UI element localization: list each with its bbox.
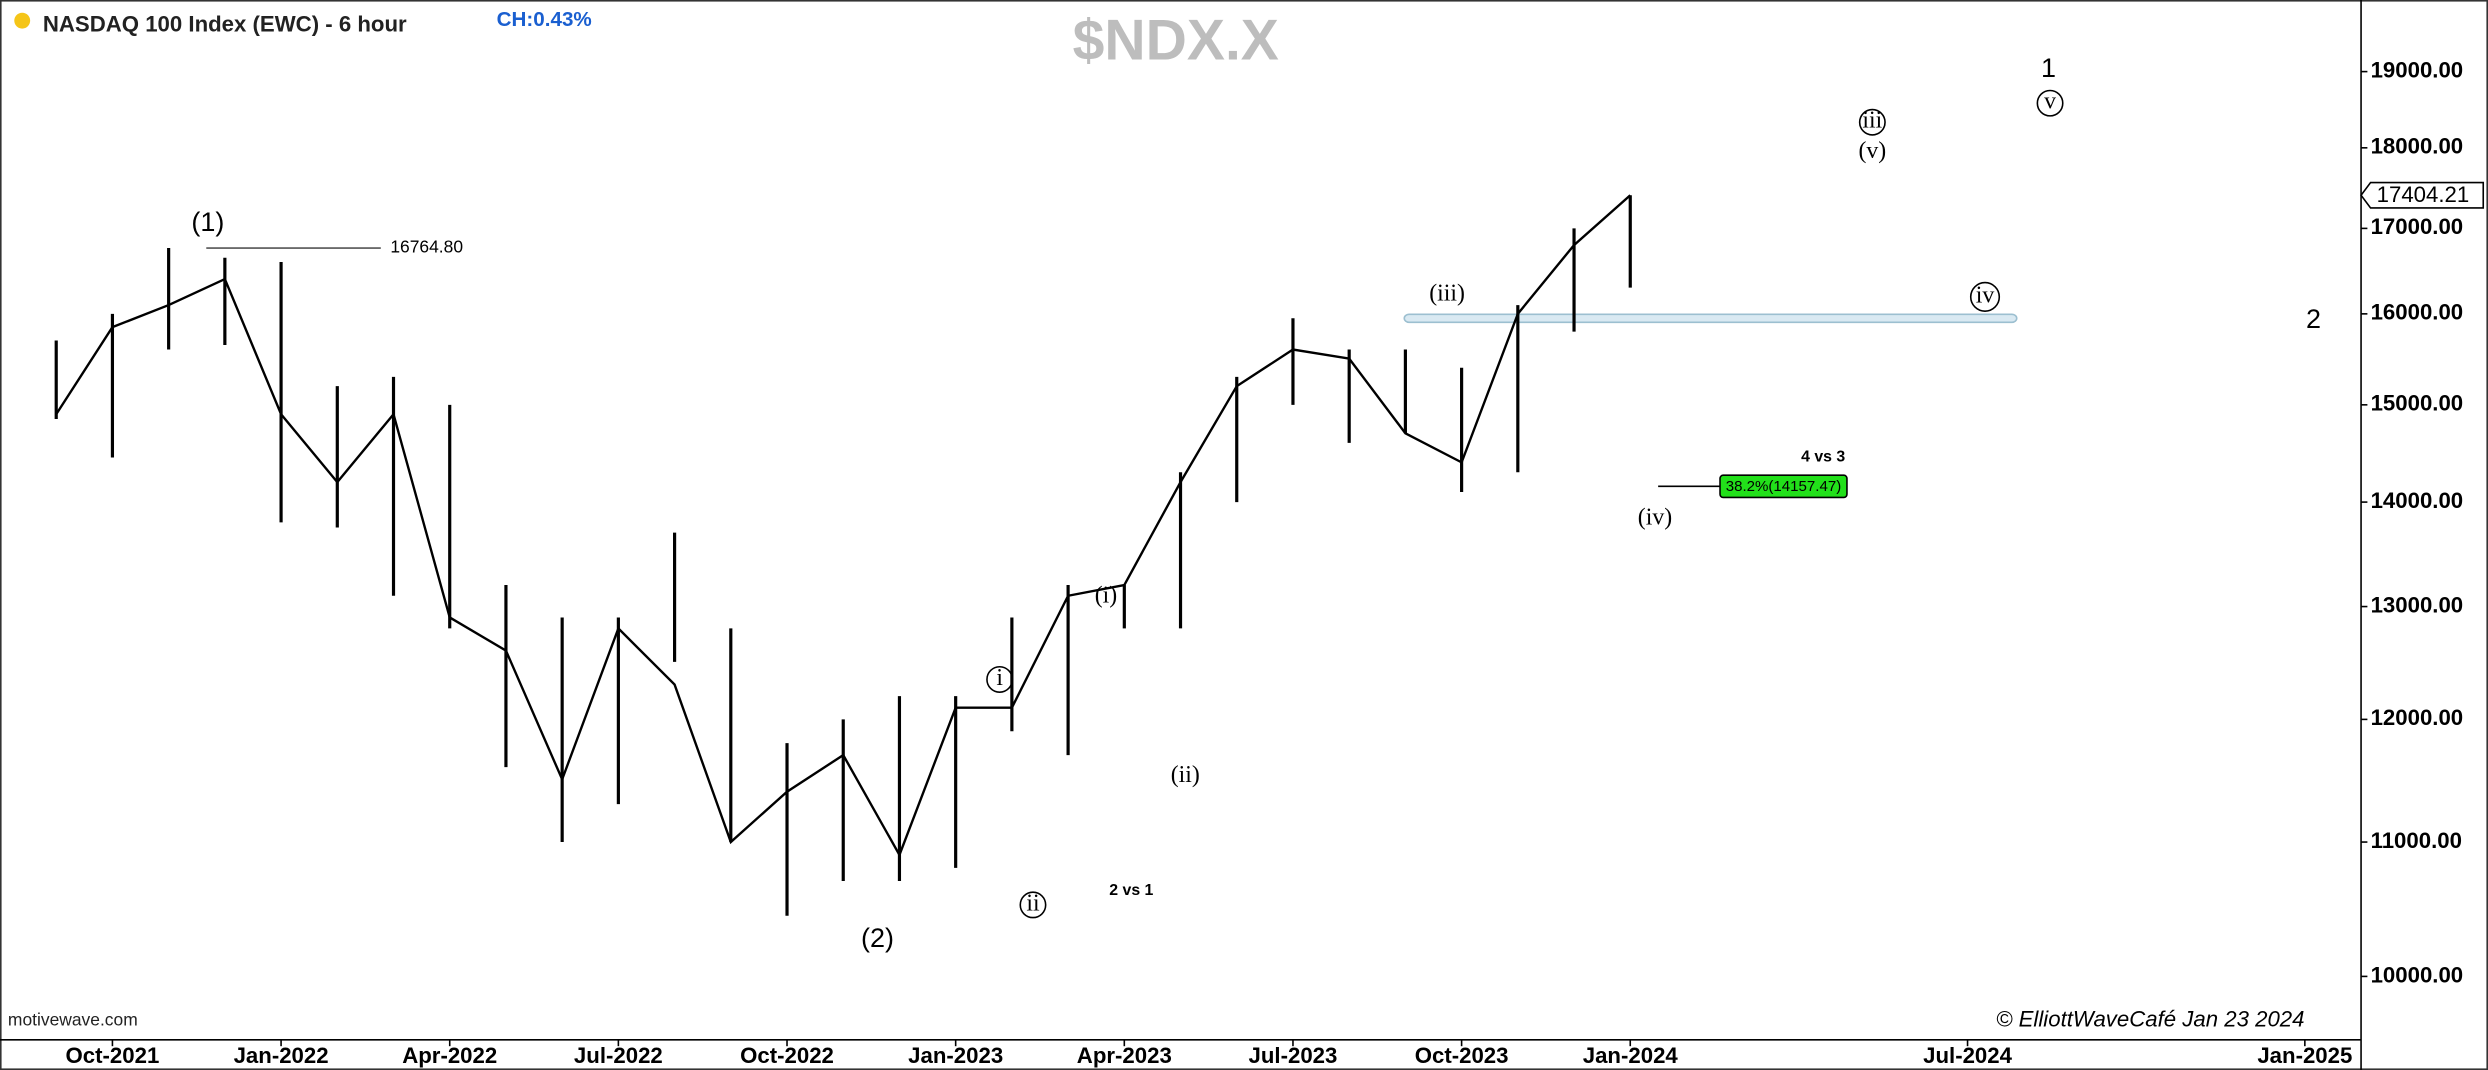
x-tick-label: Oct-2022 [740,1043,834,1068]
y-tick-label: 10000.00 [2371,962,2464,987]
y-tick-label: 16000.00 [2371,300,2464,325]
change: CH:0.43% [497,8,592,31]
x-tick-label: Jul-2024 [1923,1043,2012,1068]
status-dot [14,12,31,29]
wave-label: (ii) [1171,762,1200,788]
wave-label: (2) [861,923,894,953]
fib-label: 38.2%(14157.47) [1726,478,1842,495]
wave-circle [1858,108,1886,136]
high-marker-label: 16764.80 [390,237,463,257]
x-tick-label: Jul-2023 [1249,1043,1338,1068]
x-tick-label: Jan-2024 [1583,1043,1679,1068]
x-tick-label: Jul-2022 [574,1043,663,1068]
x-tick-label: Apr-2023 [1077,1043,1172,1068]
resistance-band [1403,313,2018,324]
wave-label: ii [1026,890,1040,916]
x-tick-label: Jan-2025 [2257,1043,2352,1068]
wave-label: (iii) [1429,281,1465,307]
wave-circle [1969,281,2001,312]
wave-label: (iv) [1638,505,1672,531]
x-tick-label: Jan-2022 [234,1043,329,1068]
fib-box [1719,474,1848,499]
x-tick-label: Oct-2023 [1415,1043,1509,1068]
chart-title: NASDAQ 100 Index (EWC) - 6 hour [43,11,407,36]
symbol: $NDX.X [1073,9,1279,73]
wave-label: v [2044,89,2056,115]
wave-label: i [996,665,1003,691]
y-tick-label: 19000.00 [2371,57,2464,82]
y-tick-label: 18000.00 [2371,134,2464,159]
x-tick-label: Apr-2022 [402,1043,497,1068]
copyright: © ElliottWaveCafé Jan 23 2024 [1996,1007,2304,1032]
wave-circle [2036,89,2064,117]
wave-circle [1019,891,1047,919]
price-tag-label: 17404.21 [2377,182,2470,207]
x-tick-label: Oct-2021 [66,1043,160,1068]
wave-label: iii [1862,108,1882,134]
wave-label: (v) [1858,138,1886,164]
price-bars [54,194,1632,916]
note: 2 vs 1 [1109,882,1153,899]
source: motivewave.com [8,1009,138,1029]
y-tick-label: 13000.00 [2371,592,2464,617]
wave-label: 1 [2041,53,2056,83]
y-tick-label: 12000.00 [2371,705,2464,730]
note: 4 vs 3 [1801,448,1845,465]
y-tick-label: 14000.00 [2371,488,2464,513]
close-line [55,194,1632,858]
wave-label: 2 [2306,304,2321,334]
x-tick-label: Jan-2023 [908,1043,1003,1068]
wave-label: iv [1976,282,1995,308]
price-tag [2360,181,2485,209]
y-tick-label: 15000.00 [2371,391,2464,416]
y-tick-label: 17000.00 [2371,214,2464,239]
y-tick-label: 11000.00 [2371,828,2462,853]
wave-label: (1) [191,207,224,237]
